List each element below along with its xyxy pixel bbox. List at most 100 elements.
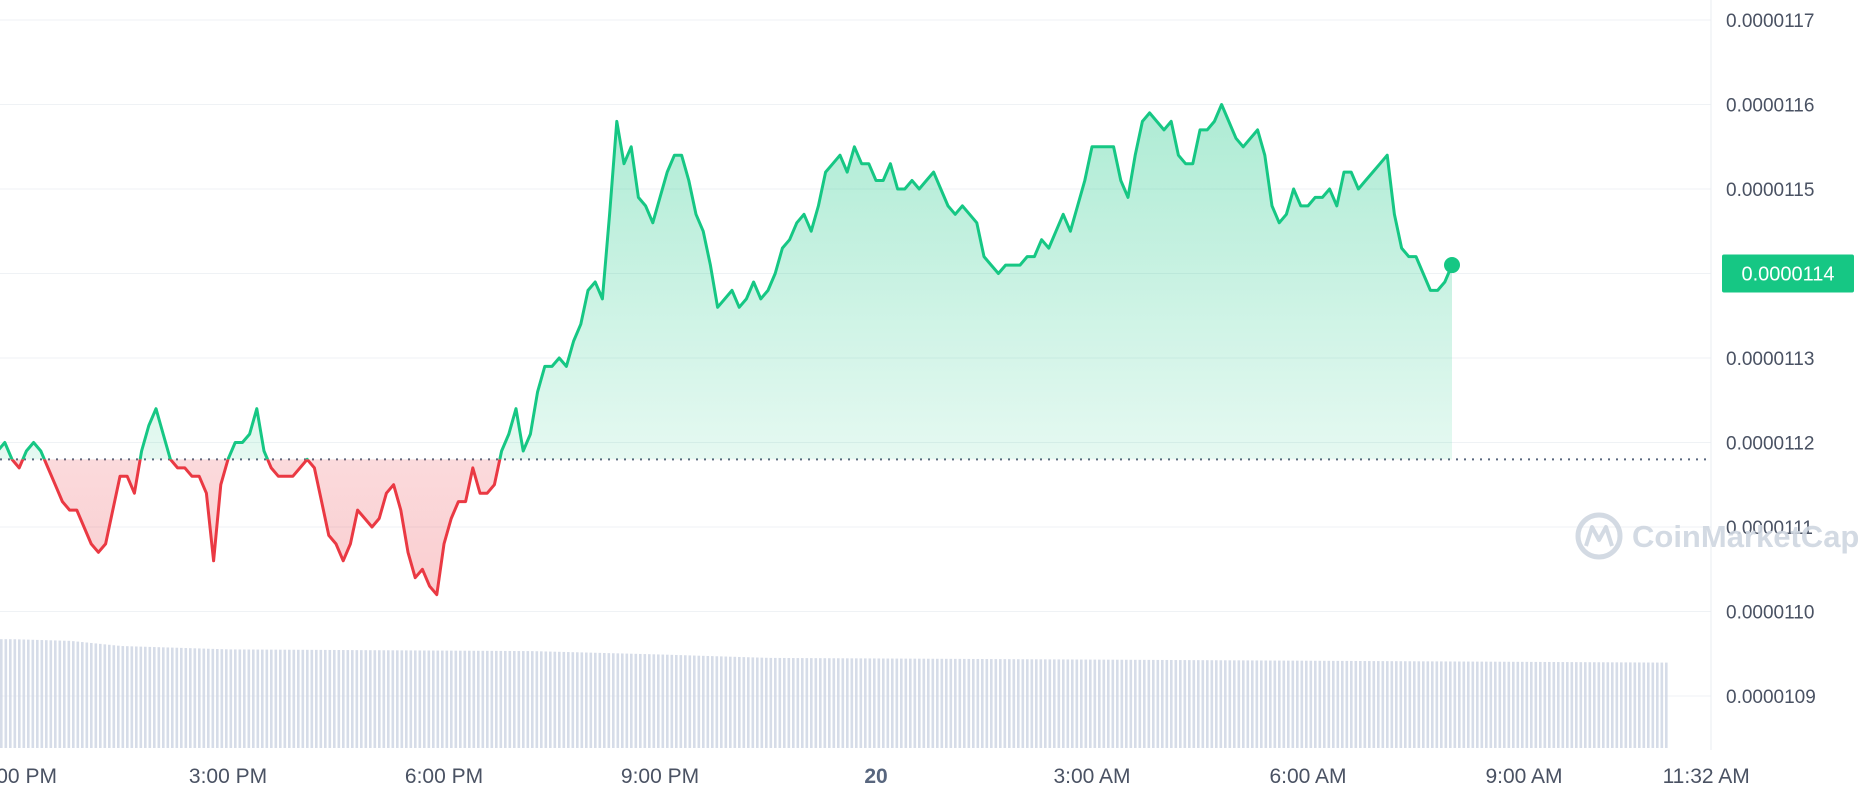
volume-bar [994, 659, 998, 748]
volume-bar [1440, 661, 1443, 748]
volume-bar [1156, 659, 1160, 748]
volume-bar [301, 649, 305, 748]
volume-bar [958, 658, 962, 748]
volume-bar [1656, 662, 1659, 748]
volume-bar [1044, 659, 1047, 748]
volume-bar [324, 649, 327, 748]
volume-bar [238, 649, 242, 748]
volume-bar [1323, 660, 1326, 748]
volume-bar [652, 654, 656, 748]
volume-bar [1012, 659, 1016, 748]
volume-bar [1066, 659, 1070, 748]
volume-bar [216, 649, 219, 748]
volume-bar [661, 654, 665, 748]
volume-bar [873, 658, 876, 748]
volume-bar [63, 640, 66, 748]
volume-bar [1485, 661, 1488, 748]
volume-bar [1035, 659, 1038, 748]
volume-bar [1354, 660, 1358, 748]
volume-bar [333, 649, 336, 748]
volume-bar [1161, 659, 1164, 748]
area-fill-below [0, 459, 1452, 595]
volume-bar [585, 652, 588, 748]
volume-bar [1453, 661, 1457, 748]
volume-bar [405, 650, 408, 748]
volume-bar [265, 649, 269, 748]
volume-bar [373, 650, 377, 748]
current-price-dot[interactable] [1444, 257, 1460, 274]
volume-bar [1521, 661, 1524, 748]
volume-bar [1111, 659, 1115, 748]
volume-bar [1359, 661, 1362, 748]
volume-bar [108, 644, 111, 748]
volume-bar [472, 650, 476, 748]
x-tick-label: 20 [864, 765, 887, 788]
volume-bar [774, 657, 777, 748]
volume-bar [243, 649, 246, 748]
volume-bar [31, 639, 35, 748]
x-tick-label: 11:32 AM [1663, 765, 1750, 788]
x-tick-label: 12:00 PM [0, 765, 57, 788]
volume-bar [1008, 659, 1011, 748]
volume-bar [261, 649, 264, 748]
x-axis-ticks: 12:00 PM 3:00 PM 6:00 PM 9:00 PM 20 3:00 AM 6:… [0, 765, 1750, 788]
volume-bars [0, 639, 1668, 748]
volume-bar [1606, 662, 1610, 748]
volume-bar [621, 653, 624, 748]
volume-bar [589, 652, 593, 748]
volume-bar [1350, 660, 1353, 748]
volume-bar [1188, 660, 1191, 748]
volume-bar [706, 655, 710, 748]
volume-bar [765, 657, 768, 748]
volume-bar [751, 657, 755, 748]
x-tick-label: 9:00 AM [1485, 765, 1562, 788]
volume-bar [364, 650, 368, 748]
volume-bar [985, 659, 989, 748]
current-price-marker[interactable]: 0.0000114 [1444, 254, 1854, 293]
volume-bar [139, 646, 143, 748]
volume-bar [720, 656, 723, 748]
volume-bar [576, 652, 579, 748]
volume-bar [1431, 661, 1434, 748]
volume-bar [949, 658, 953, 748]
volume-bar [1017, 659, 1020, 748]
volume-bar [711, 656, 714, 748]
volume-bar [297, 649, 300, 748]
volume-bar [1611, 662, 1614, 748]
volume-bar [931, 658, 935, 748]
volume-bar [310, 649, 314, 748]
volume-bar [45, 640, 48, 748]
volume-bar [1633, 662, 1637, 748]
volume-bar [688, 655, 692, 748]
volume-bar [1102, 659, 1106, 748]
volume-bar [990, 659, 993, 748]
volume-bar [477, 650, 480, 748]
volume-bar [319, 649, 323, 748]
volume-bar [94, 643, 98, 748]
volume-bar [630, 653, 633, 748]
volume-bar [495, 650, 498, 748]
volume-bar [130, 646, 134, 748]
volume-bar [1107, 659, 1110, 748]
volume-bar [207, 648, 210, 748]
volume-bar [346, 650, 350, 748]
y-tick-label: 0.0000116 [1726, 96, 1814, 117]
volume-bar [819, 658, 822, 748]
volume-bar [517, 651, 521, 748]
volume-bar [184, 648, 188, 748]
volume-bar [508, 650, 512, 748]
volume-bar [1255, 660, 1259, 748]
volume-bar [571, 652, 575, 748]
volume-bar [418, 650, 422, 748]
volume-bar [162, 647, 165, 748]
volume-bar [1575, 662, 1578, 748]
volume-bar [121, 646, 125, 748]
volume-bar [1584, 662, 1587, 748]
volume-bar [103, 644, 107, 748]
volume-bar [594, 652, 597, 748]
volume-bar [702, 655, 705, 748]
volume-bar [13, 639, 17, 748]
volume-bar [895, 658, 899, 748]
volume-bar [900, 658, 903, 748]
